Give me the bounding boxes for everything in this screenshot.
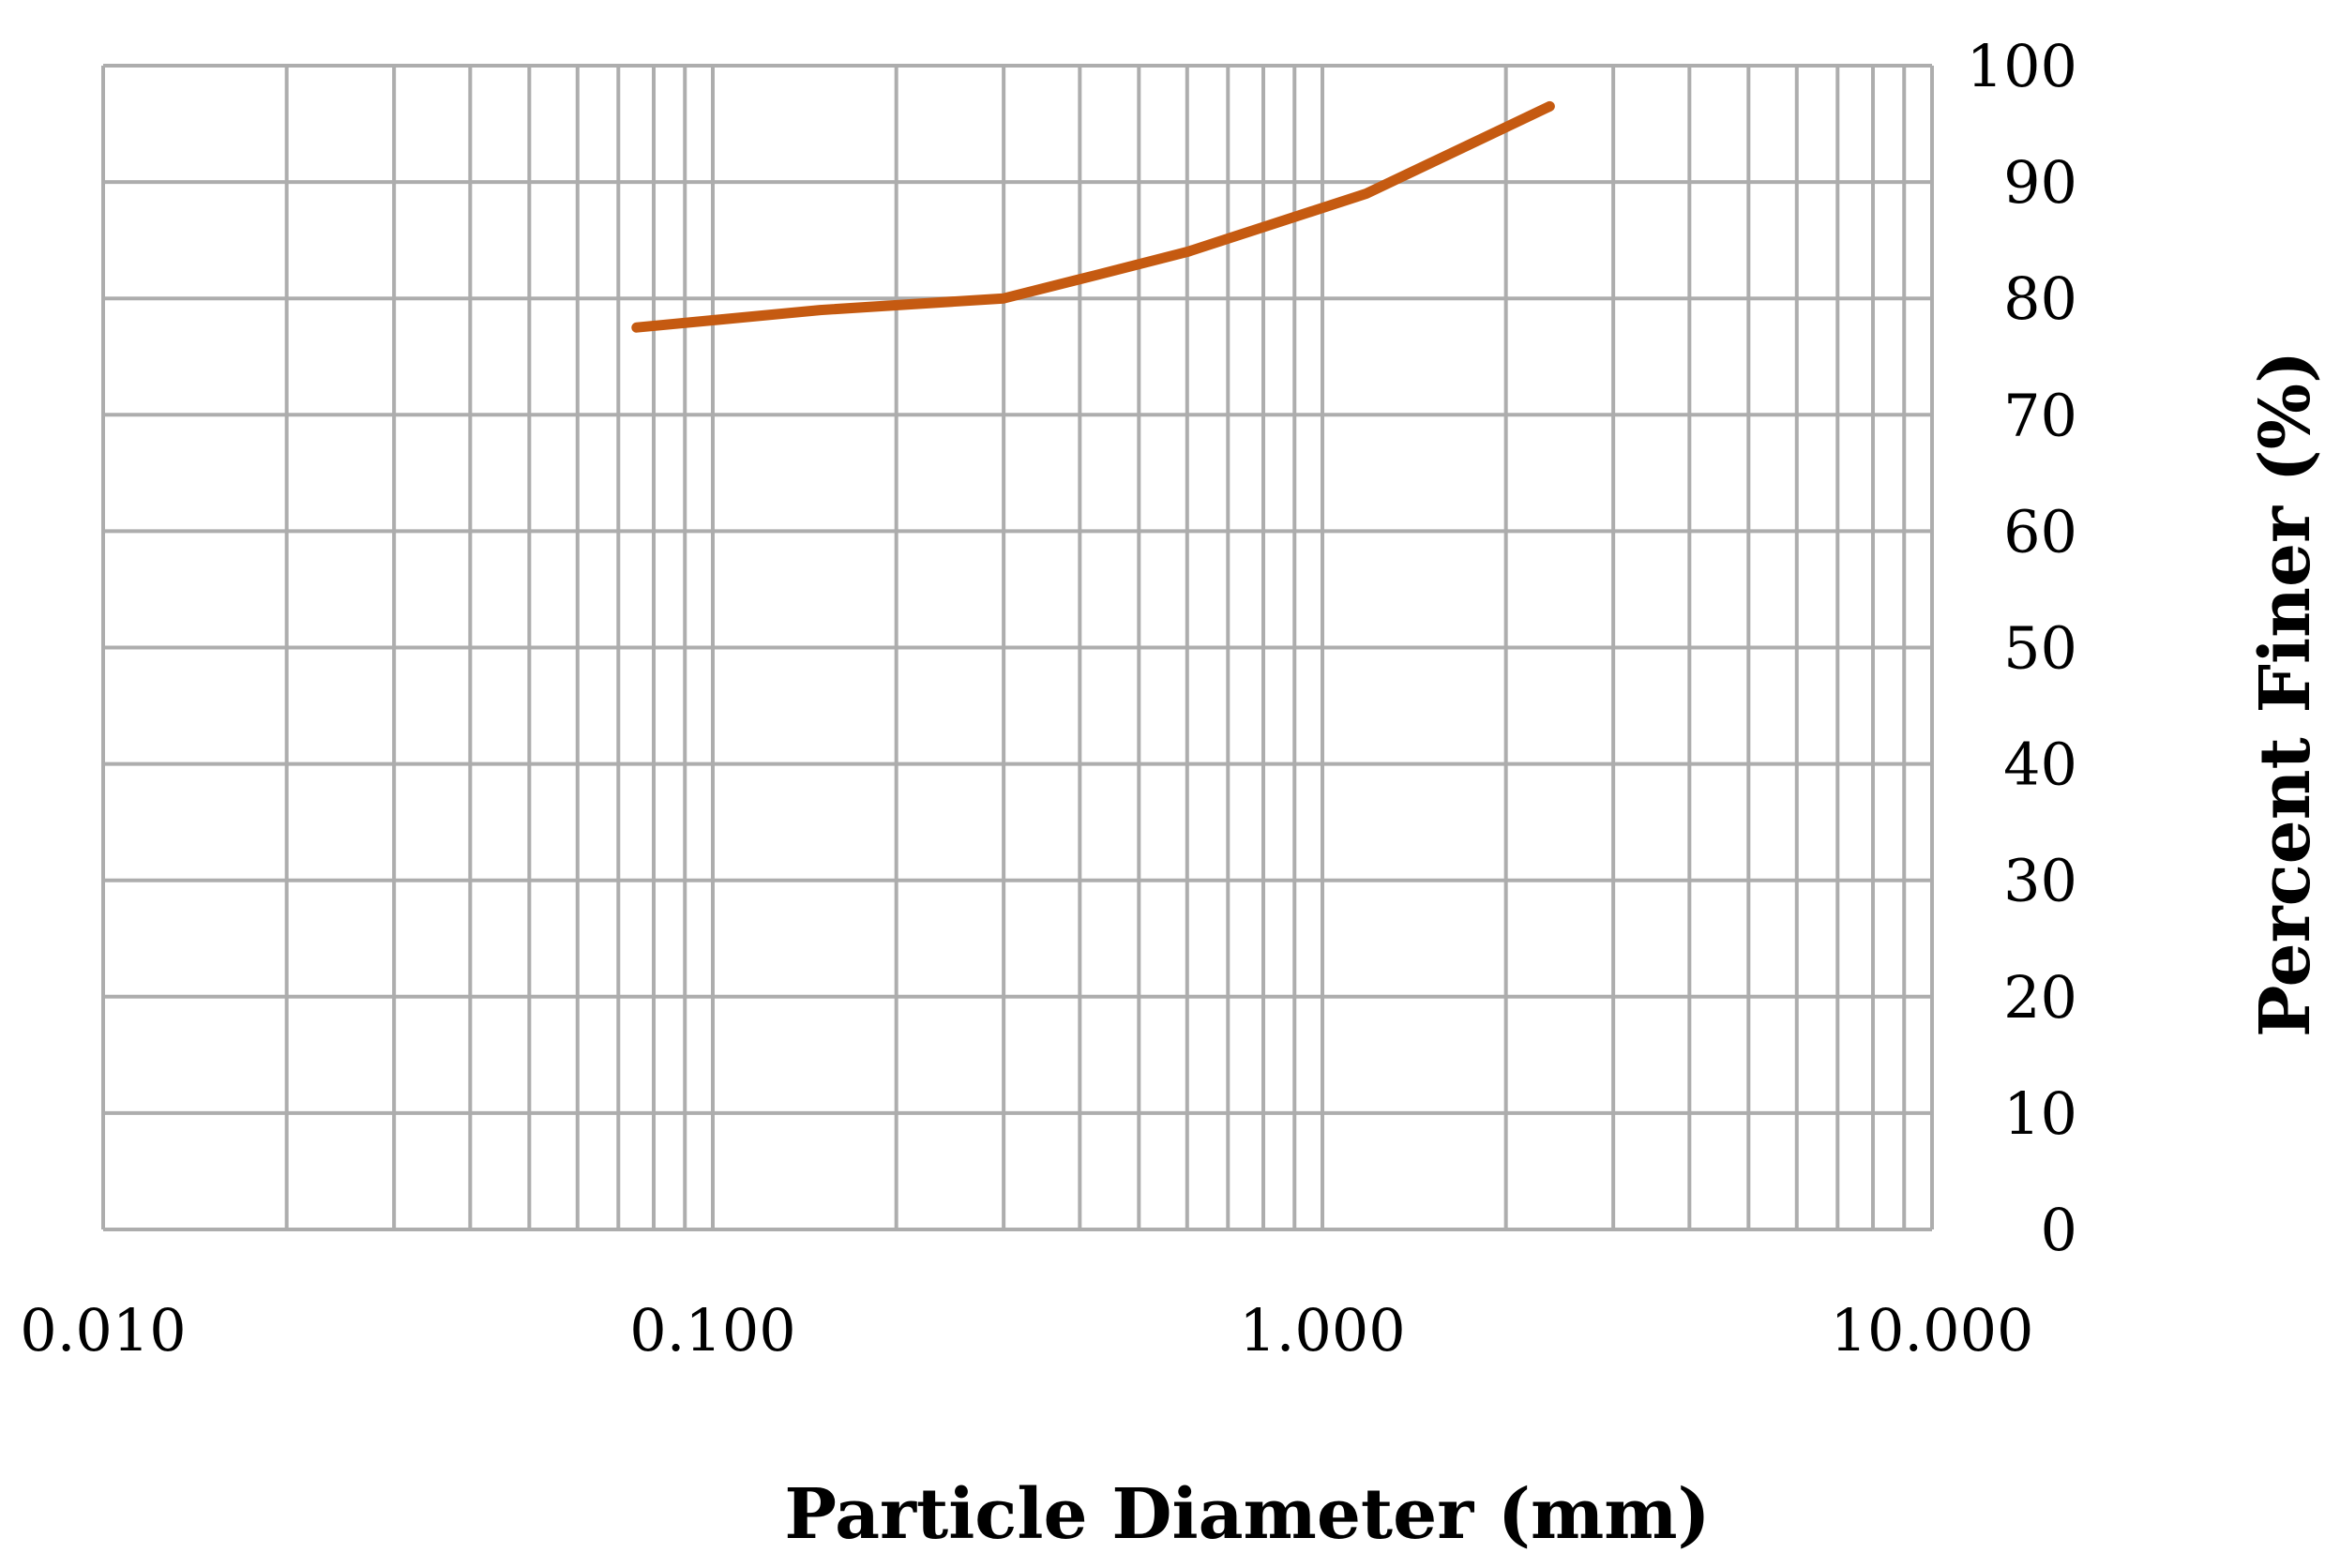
y-tick-label: 20 xyxy=(2003,963,2077,1032)
x-tick-label: 0.010 xyxy=(20,1296,187,1364)
y-tick-label: 60 xyxy=(2003,497,2077,565)
y-tick-label: 0 xyxy=(2041,1196,2077,1264)
y-tick-labels: 0 10 20 30 40 50 60 70 80 90 100 xyxy=(1967,32,2077,1264)
y-tick-label: 90 xyxy=(2003,148,2077,217)
y-axis-title: Percent Finer (%) xyxy=(2245,351,2326,1037)
series-line xyxy=(631,100,1555,333)
y-tick-label: 50 xyxy=(2003,614,2077,683)
x-axis-title: Particle Diameter (mm) xyxy=(784,1474,1710,1555)
y-tick-label: 10 xyxy=(2003,1079,2077,1148)
y-tick-label: 100 xyxy=(1967,32,2077,100)
x-tick-label: 10.000 xyxy=(1831,1296,2034,1364)
y-tick-label: 80 xyxy=(2003,264,2077,333)
x-tick-label: 0.100 xyxy=(629,1296,796,1364)
x-tick-label: 1.000 xyxy=(1239,1296,1406,1364)
x-tick-labels: 0.010 0.100 1.000 10.000 xyxy=(20,1296,2033,1364)
series-layer xyxy=(631,100,1555,333)
y-tick-label: 70 xyxy=(2003,381,2077,449)
y-tick-label: 40 xyxy=(2003,731,2077,799)
grid-lines xyxy=(101,64,1934,1231)
y-tick-label: 30 xyxy=(2003,847,2077,915)
